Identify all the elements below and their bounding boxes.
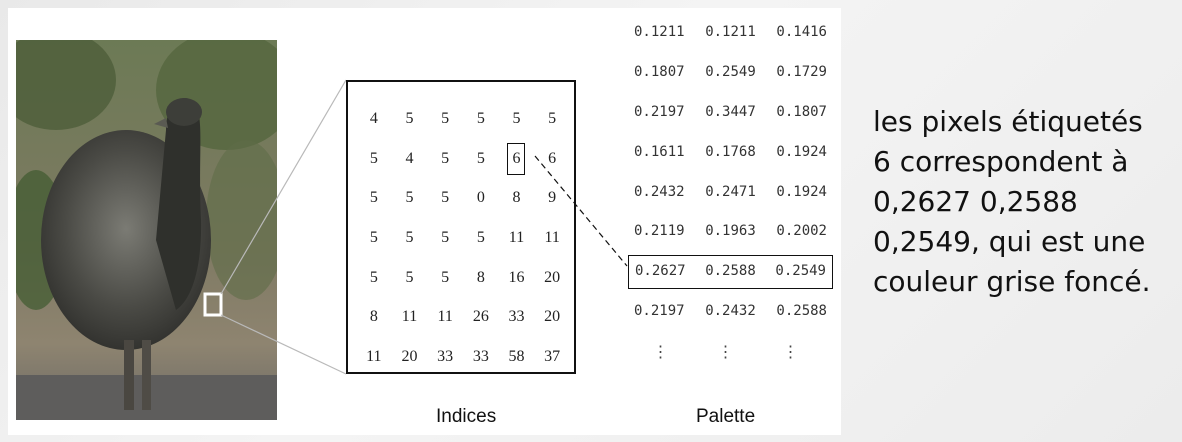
index-cell: 5 xyxy=(476,149,485,167)
index-cell: 26 xyxy=(472,308,489,326)
index-cell: 5 xyxy=(476,229,485,247)
index-cell: 6 xyxy=(548,149,557,167)
highlighted-index-cell: 6 xyxy=(499,139,535,179)
index-cell: 58 xyxy=(508,348,525,366)
index-cell: 11 xyxy=(508,229,525,247)
index-cell: 5 xyxy=(441,149,450,167)
palette-row: 0.1807 0.2549 0.1729 xyxy=(634,63,827,80)
index-cell: 8 xyxy=(476,268,485,286)
palette-row: 0.1211 0.1211 0.1416 xyxy=(634,24,827,40)
palette-row: 0.2197 0.3447 0.1807 xyxy=(634,103,827,120)
index-cell: 8 xyxy=(512,189,521,207)
indexed-image-figure: 4 5 5 5 5 5 5 4 5 5 6 6 5 5 5 0 8 9 5 5 … xyxy=(8,8,841,435)
index-cell: 33 xyxy=(472,348,489,366)
index-cell: 5 xyxy=(476,110,485,127)
index-cell: 11 xyxy=(437,308,453,326)
index-cell: 0 xyxy=(476,189,485,207)
index-cell: 5 xyxy=(405,229,414,247)
palette-row: 0.2119 0.1963 0.2002 xyxy=(634,223,827,240)
index-cell: 4 xyxy=(369,110,378,127)
index-cell: 11 xyxy=(401,308,418,326)
index-cell: 5 xyxy=(441,189,450,207)
index-cell: 20 xyxy=(544,308,561,326)
index-cell: 4 xyxy=(405,149,414,167)
index-cell: 11 xyxy=(544,229,560,247)
index-cell: 5 xyxy=(369,149,378,167)
palette-row: 0.2197 0.2432 0.2588 xyxy=(634,303,827,320)
index-cell: 9 xyxy=(548,189,557,207)
index-cell: 5 xyxy=(405,268,414,286)
index-cell: 33 xyxy=(437,348,454,366)
palette-table: 0.1211 0.1211 0.1416 0.1807 0.2549 0.1729 0.… xyxy=(628,13,833,372)
emu-photo xyxy=(16,40,277,420)
index-cell: 5 xyxy=(405,189,414,207)
index-cell: 20 xyxy=(544,268,561,286)
index-cell: 16 xyxy=(508,268,525,286)
index-cell: 37 xyxy=(544,348,561,366)
index-cell: 5 xyxy=(405,110,414,127)
palette-caption: Palette xyxy=(696,406,756,427)
index-cell: 5 xyxy=(441,229,450,247)
index-cell: 5 xyxy=(369,268,378,286)
index-cell: 5 xyxy=(512,110,521,127)
index-cell: 8 xyxy=(369,308,378,326)
palette-row: 0.1611 0.1768 0.1924 xyxy=(634,143,827,160)
index-cell: 20 xyxy=(401,348,418,366)
indices-grid: 4 5 5 5 5 5 5 4 5 5 6 6 5 5 5 0 8 9 5 5 … xyxy=(356,99,570,377)
highlighted-palette-row: 0.2627 0.2588 0.2549 xyxy=(628,255,833,290)
index-cell: 33 xyxy=(508,308,525,326)
index-cell: 5 xyxy=(548,110,557,127)
index-cell: 5 xyxy=(369,229,378,247)
index-cell: 5 xyxy=(441,268,450,286)
explanation-text: les pixels étiquetés 6 correspondent à 0… xyxy=(873,105,1151,298)
indices-matrix: 4 5 5 5 5 5 5 4 5 5 6 6 5 5 5 0 8 9 5 5 … xyxy=(346,80,576,374)
index-cell: 5 xyxy=(369,189,378,207)
indices-caption: Indices xyxy=(436,406,497,427)
index-cell: 5 xyxy=(441,110,450,127)
index-cell: 11 xyxy=(366,348,382,366)
palette-ellipsis: ⋮ ⋮ ⋮ xyxy=(652,342,799,362)
palette-row: 0.2432 0.2471 0.1924 xyxy=(634,183,827,200)
